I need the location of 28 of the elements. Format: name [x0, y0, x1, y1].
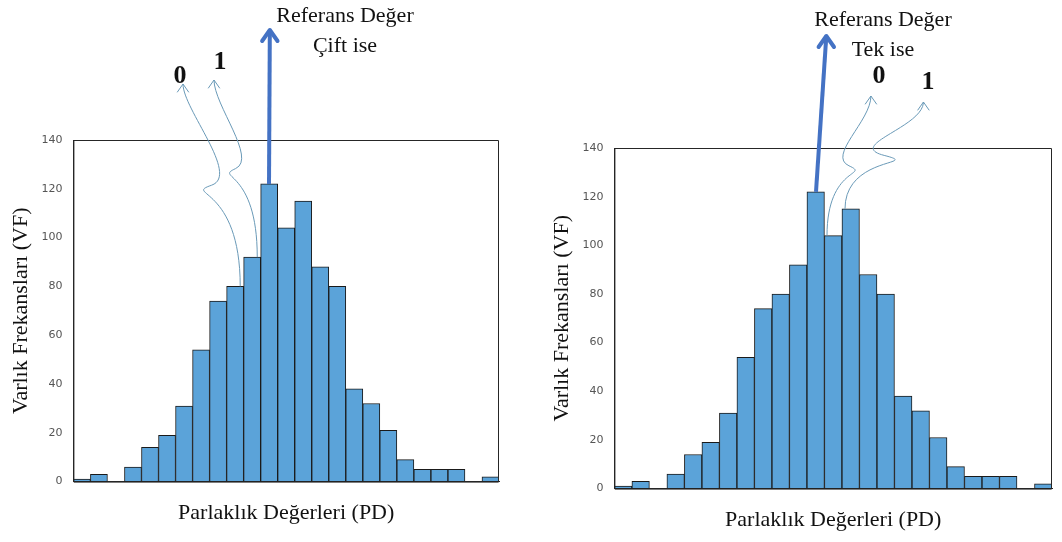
text: Referans Değer	[814, 6, 952, 32]
y-axis-title: Varlık Frekansları (VF)	[547, 215, 573, 422]
text: 1	[921, 66, 935, 96]
x-axis-title: Parlaklık Değerleri (PD)	[178, 498, 395, 524]
y-tick-label: 60	[589, 335, 604, 349]
y-tick-label: 40	[589, 384, 604, 398]
y-tick-label: 100	[41, 230, 63, 244]
x-axis-title: Parlaklık Değerleri (PD)	[725, 505, 942, 531]
text: Referans Değer	[276, 2, 414, 28]
y-tick-label: 80	[589, 286, 604, 300]
y-tick-label: 120	[41, 181, 63, 195]
y-tick-label: 60	[48, 328, 63, 342]
text: 0	[872, 60, 886, 90]
y-tick-label: 140	[41, 132, 63, 146]
y-tick-label: 0	[55, 474, 63, 488]
text: 1	[213, 46, 227, 76]
y-tick-label: 0	[596, 481, 604, 495]
y-tick-label: 40	[48, 376, 63, 390]
text: Tek ise	[851, 36, 915, 62]
y-tick-label: 120	[582, 189, 604, 203]
y-tick-label: 140	[582, 140, 604, 154]
y-tick-label: 20	[48, 425, 63, 439]
y-tick-label: 80	[48, 279, 63, 293]
y-tick-label: 20	[589, 432, 604, 446]
y-tick-label: 100	[582, 238, 604, 252]
text: Çift ise	[312, 32, 378, 58]
text: 0	[173, 60, 187, 90]
y-axis-title: Varlık Frekansları (VF)	[6, 207, 32, 415]
